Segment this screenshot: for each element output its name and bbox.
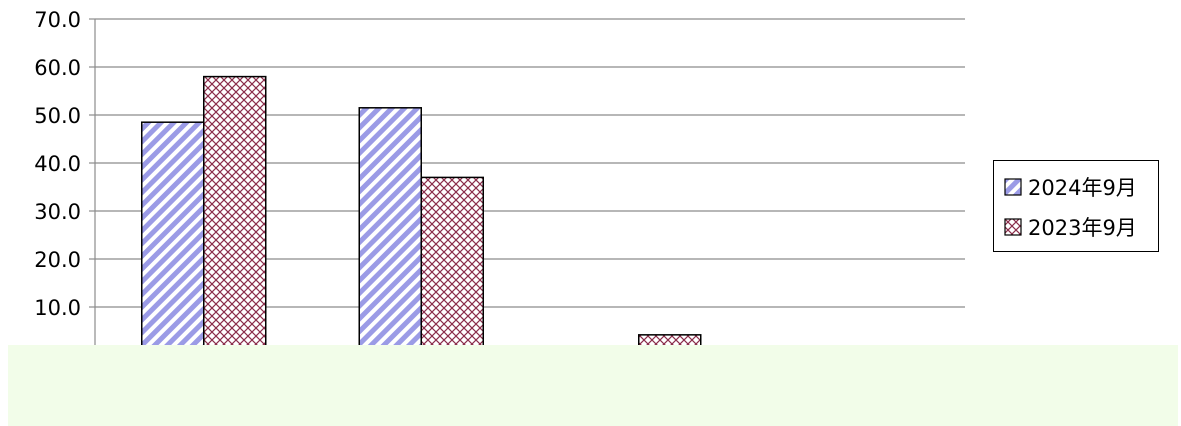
legend-swatch-2024 bbox=[1004, 178, 1022, 196]
legend-label-2023: 2023年9月 bbox=[1028, 216, 1137, 240]
y-tick-label: 60.0 bbox=[34, 56, 81, 80]
bar-2024 bbox=[141, 121, 205, 356]
bar-2024 bbox=[358, 107, 422, 356]
y-tick-label: 40.0 bbox=[34, 152, 81, 176]
legend-label-2024: 2024年9月 bbox=[1028, 176, 1137, 200]
y-axis: 0.010.020.030.040.050.060.070.0 bbox=[34, 8, 96, 368]
y-tick-label: 70.0 bbox=[34, 8, 81, 32]
legend-item-2024: 2024年9月 bbox=[1004, 173, 1137, 201]
y-tick-label: 10.0 bbox=[34, 296, 81, 320]
legend-swatch-2023 bbox=[1004, 218, 1022, 236]
bar-2023 bbox=[420, 176, 484, 356]
cover-overlay bbox=[8, 345, 1178, 426]
legend-item-2023: 2023年9月 bbox=[1004, 213, 1137, 241]
legend: 2024年9月 2023年9月 bbox=[993, 160, 1159, 252]
y-tick-label: 30.0 bbox=[34, 200, 81, 224]
y-tick-label: 20.0 bbox=[34, 248, 81, 272]
y-tick-label: 50.0 bbox=[34, 104, 81, 128]
bar-2023 bbox=[203, 75, 267, 356]
bars bbox=[141, 75, 702, 356]
